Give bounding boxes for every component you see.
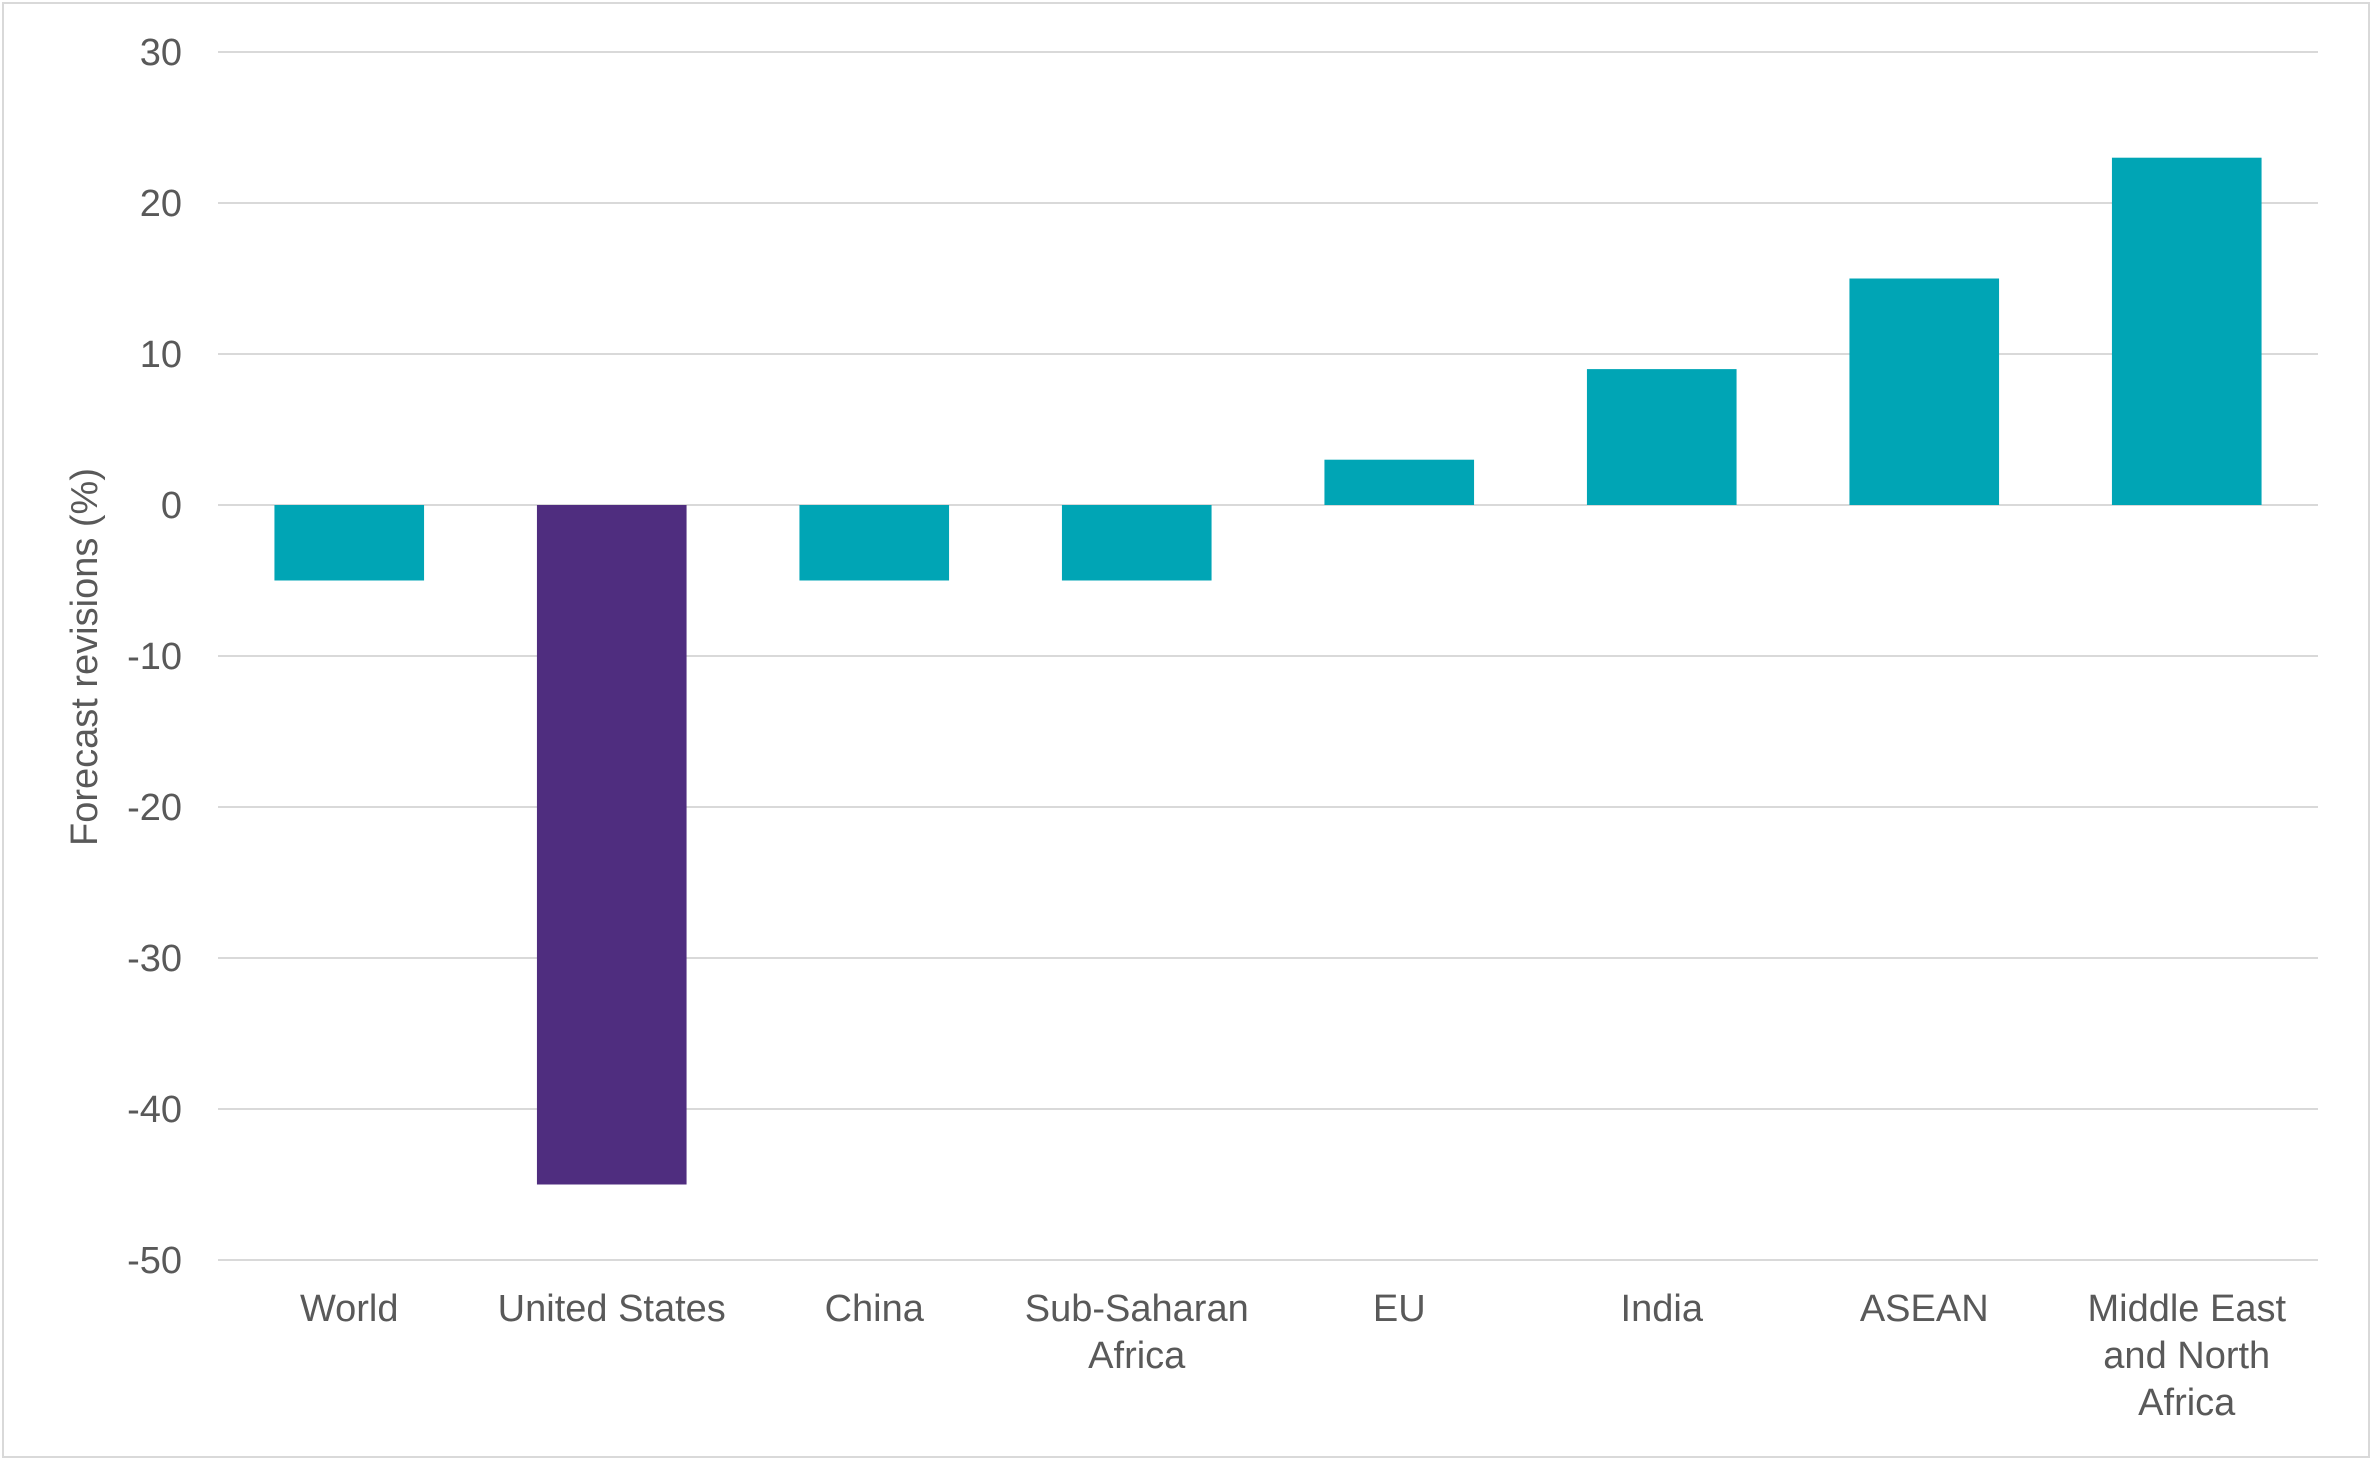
x-category-label: Middle East and North Africa [2087, 1288, 2286, 1424]
bar [536, 505, 687, 1185]
x-category-label-line: India [1621, 1288, 1704, 1330]
y-tick-label: -50 [127, 1240, 182, 1282]
x-category-label-line: and North [2103, 1335, 2270, 1377]
y-tick-label: -20 [127, 787, 182, 829]
bar [1324, 459, 1475, 505]
y-tick-label: 0 [161, 485, 182, 527]
x-category-label: ASEAN [1860, 1288, 1989, 1330]
x-category-label-line: China [825, 1288, 925, 1330]
bar [799, 505, 950, 581]
y-tick-label: -10 [127, 636, 182, 678]
x-category-label: United States [498, 1288, 726, 1330]
y-axis-title: Forecast revisions (%) [64, 468, 106, 846]
x-category-label: Sub-Saharan Africa [1025, 1288, 1249, 1377]
x-category-label-line: Middle East [2087, 1288, 2286, 1330]
x-category-label: India [1621, 1288, 1704, 1330]
bars [274, 157, 2262, 1185]
gridlines [218, 51, 2318, 1261]
x-category-label-line: Africa [1088, 1335, 1186, 1377]
x-category-label: China [825, 1288, 925, 1330]
y-tick-label: 10 [140, 334, 182, 376]
bar [1586, 369, 1737, 505]
x-category-label-line: Sub-Saharan [1025, 1288, 1249, 1330]
bar [1849, 278, 2000, 505]
bar [274, 505, 425, 581]
y-tick-label: -30 [127, 938, 182, 980]
y-tick-label: -40 [127, 1089, 182, 1131]
x-axis-categories: World United States China Sub-Saharan Africa… [300, 1288, 2286, 1424]
x-category-label-line: EU [1373, 1288, 1426, 1330]
bar [1061, 505, 1212, 581]
y-tick-label: 20 [140, 183, 182, 225]
x-category-label-line: World [300, 1288, 399, 1330]
x-category-label: World [300, 1288, 399, 1330]
x-category-label-line: ASEAN [1860, 1288, 1989, 1330]
x-category-label-line: Africa [2138, 1382, 2236, 1424]
x-category-label: EU [1373, 1288, 1426, 1330]
bar [2111, 157, 2262, 505]
y-axis-ticks: 30 20 10 0 -10 -20 -30 -40 -50 [127, 32, 182, 1282]
y-tick-label: 30 [140, 32, 182, 74]
x-category-label-line: United States [498, 1288, 726, 1330]
